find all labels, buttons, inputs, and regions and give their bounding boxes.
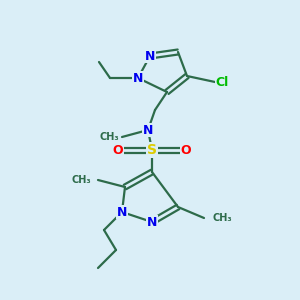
Text: Cl: Cl bbox=[215, 76, 229, 88]
Text: N: N bbox=[143, 124, 153, 136]
Text: CH₃: CH₃ bbox=[71, 175, 91, 185]
Text: CH₃: CH₃ bbox=[212, 213, 232, 223]
Text: N: N bbox=[145, 50, 155, 62]
Text: N: N bbox=[133, 71, 143, 85]
Text: N: N bbox=[147, 215, 157, 229]
Text: S: S bbox=[147, 143, 157, 157]
Text: O: O bbox=[181, 143, 191, 157]
Text: O: O bbox=[113, 143, 123, 157]
Text: CH₃: CH₃ bbox=[99, 132, 119, 142]
Text: N: N bbox=[117, 206, 127, 218]
